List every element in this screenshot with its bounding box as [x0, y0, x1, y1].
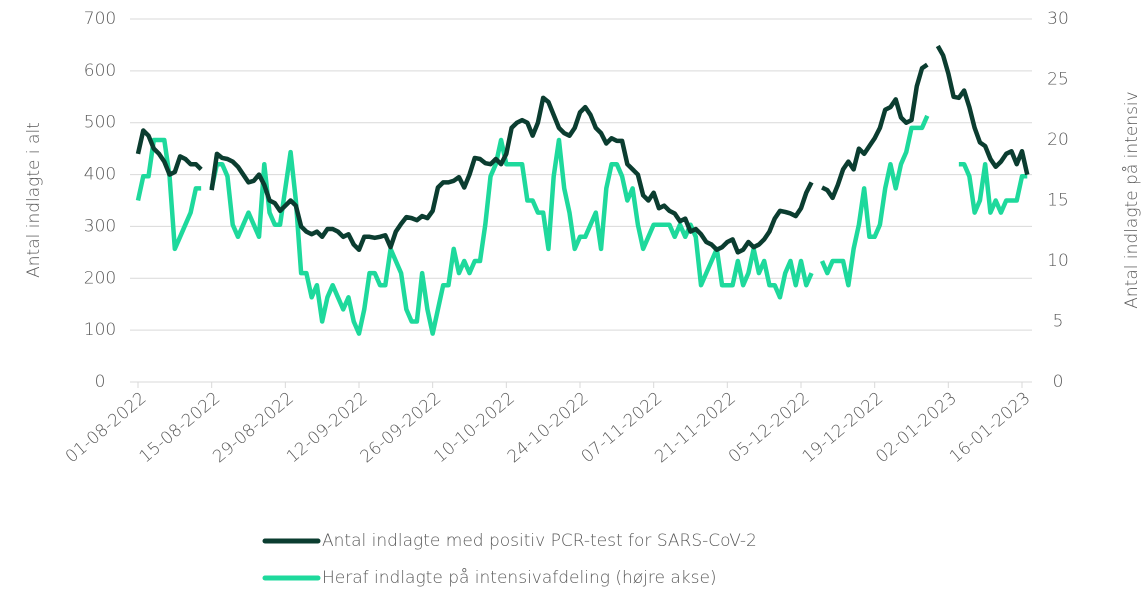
x-tick-label: 01-08-2022 [62, 388, 151, 467]
y-tick-label: 600 [84, 61, 116, 81]
x-tick-label: 15-08-2022 [136, 388, 225, 467]
y-tick-label: 500 [84, 113, 116, 133]
x-tick-label: 26-09-2022 [357, 388, 446, 467]
legend-label: Heraf indlagte på intensivafdeling (højr… [322, 567, 717, 588]
y2-axis-title: Antal indlagte på intensiv [1121, 91, 1142, 308]
y-tick-label: 200 [84, 268, 116, 288]
y-axis-title: Antal indlagte i alt [24, 122, 44, 278]
y-tick-label: 300 [84, 216, 116, 236]
x-tick-label: 16-01-2023 [946, 388, 1035, 467]
y2-tick-label: 20 [1047, 130, 1069, 150]
y-tick-label: 0 [95, 372, 106, 392]
y2-tick-label: 30 [1047, 9, 1069, 29]
series-line [135, 128, 203, 177]
y-tick-label: 100 [84, 320, 116, 340]
x-tick-label: 21-11-2022 [651, 388, 740, 467]
x-tick-label: 24-10-2022 [504, 388, 593, 467]
legend-label: Antal indlagte med positiv PCR-test for … [322, 531, 757, 551]
series-line [958, 161, 1028, 215]
series-line [819, 114, 930, 288]
x-tick-label: 19-12-2022 [799, 388, 888, 467]
x-tick-label: 12-09-2022 [283, 388, 372, 467]
y-tick-label: 700 [84, 9, 116, 29]
x-tick-label: 07-11-2022 [578, 388, 667, 467]
y2-tick-label: 0 [1053, 372, 1064, 392]
series-line [209, 95, 814, 255]
series-line [135, 137, 202, 252]
x-tick-label: 05-12-2022 [725, 388, 814, 467]
y2-tick-label: 5 [1053, 312, 1064, 332]
y-tick-label: 400 [84, 165, 116, 185]
x-tick-label: 02-01-2023 [872, 388, 961, 467]
y2-tick-label: 10 [1047, 251, 1069, 271]
x-tick-label: 10-10-2022 [430, 388, 519, 467]
series-line [209, 137, 814, 336]
x-tick-label: 29-08-2022 [209, 388, 298, 467]
y2-tick-label: 25 [1047, 70, 1069, 90]
y2-tick-label: 15 [1047, 191, 1069, 211]
series-line [935, 44, 1030, 176]
series-line [821, 62, 929, 201]
